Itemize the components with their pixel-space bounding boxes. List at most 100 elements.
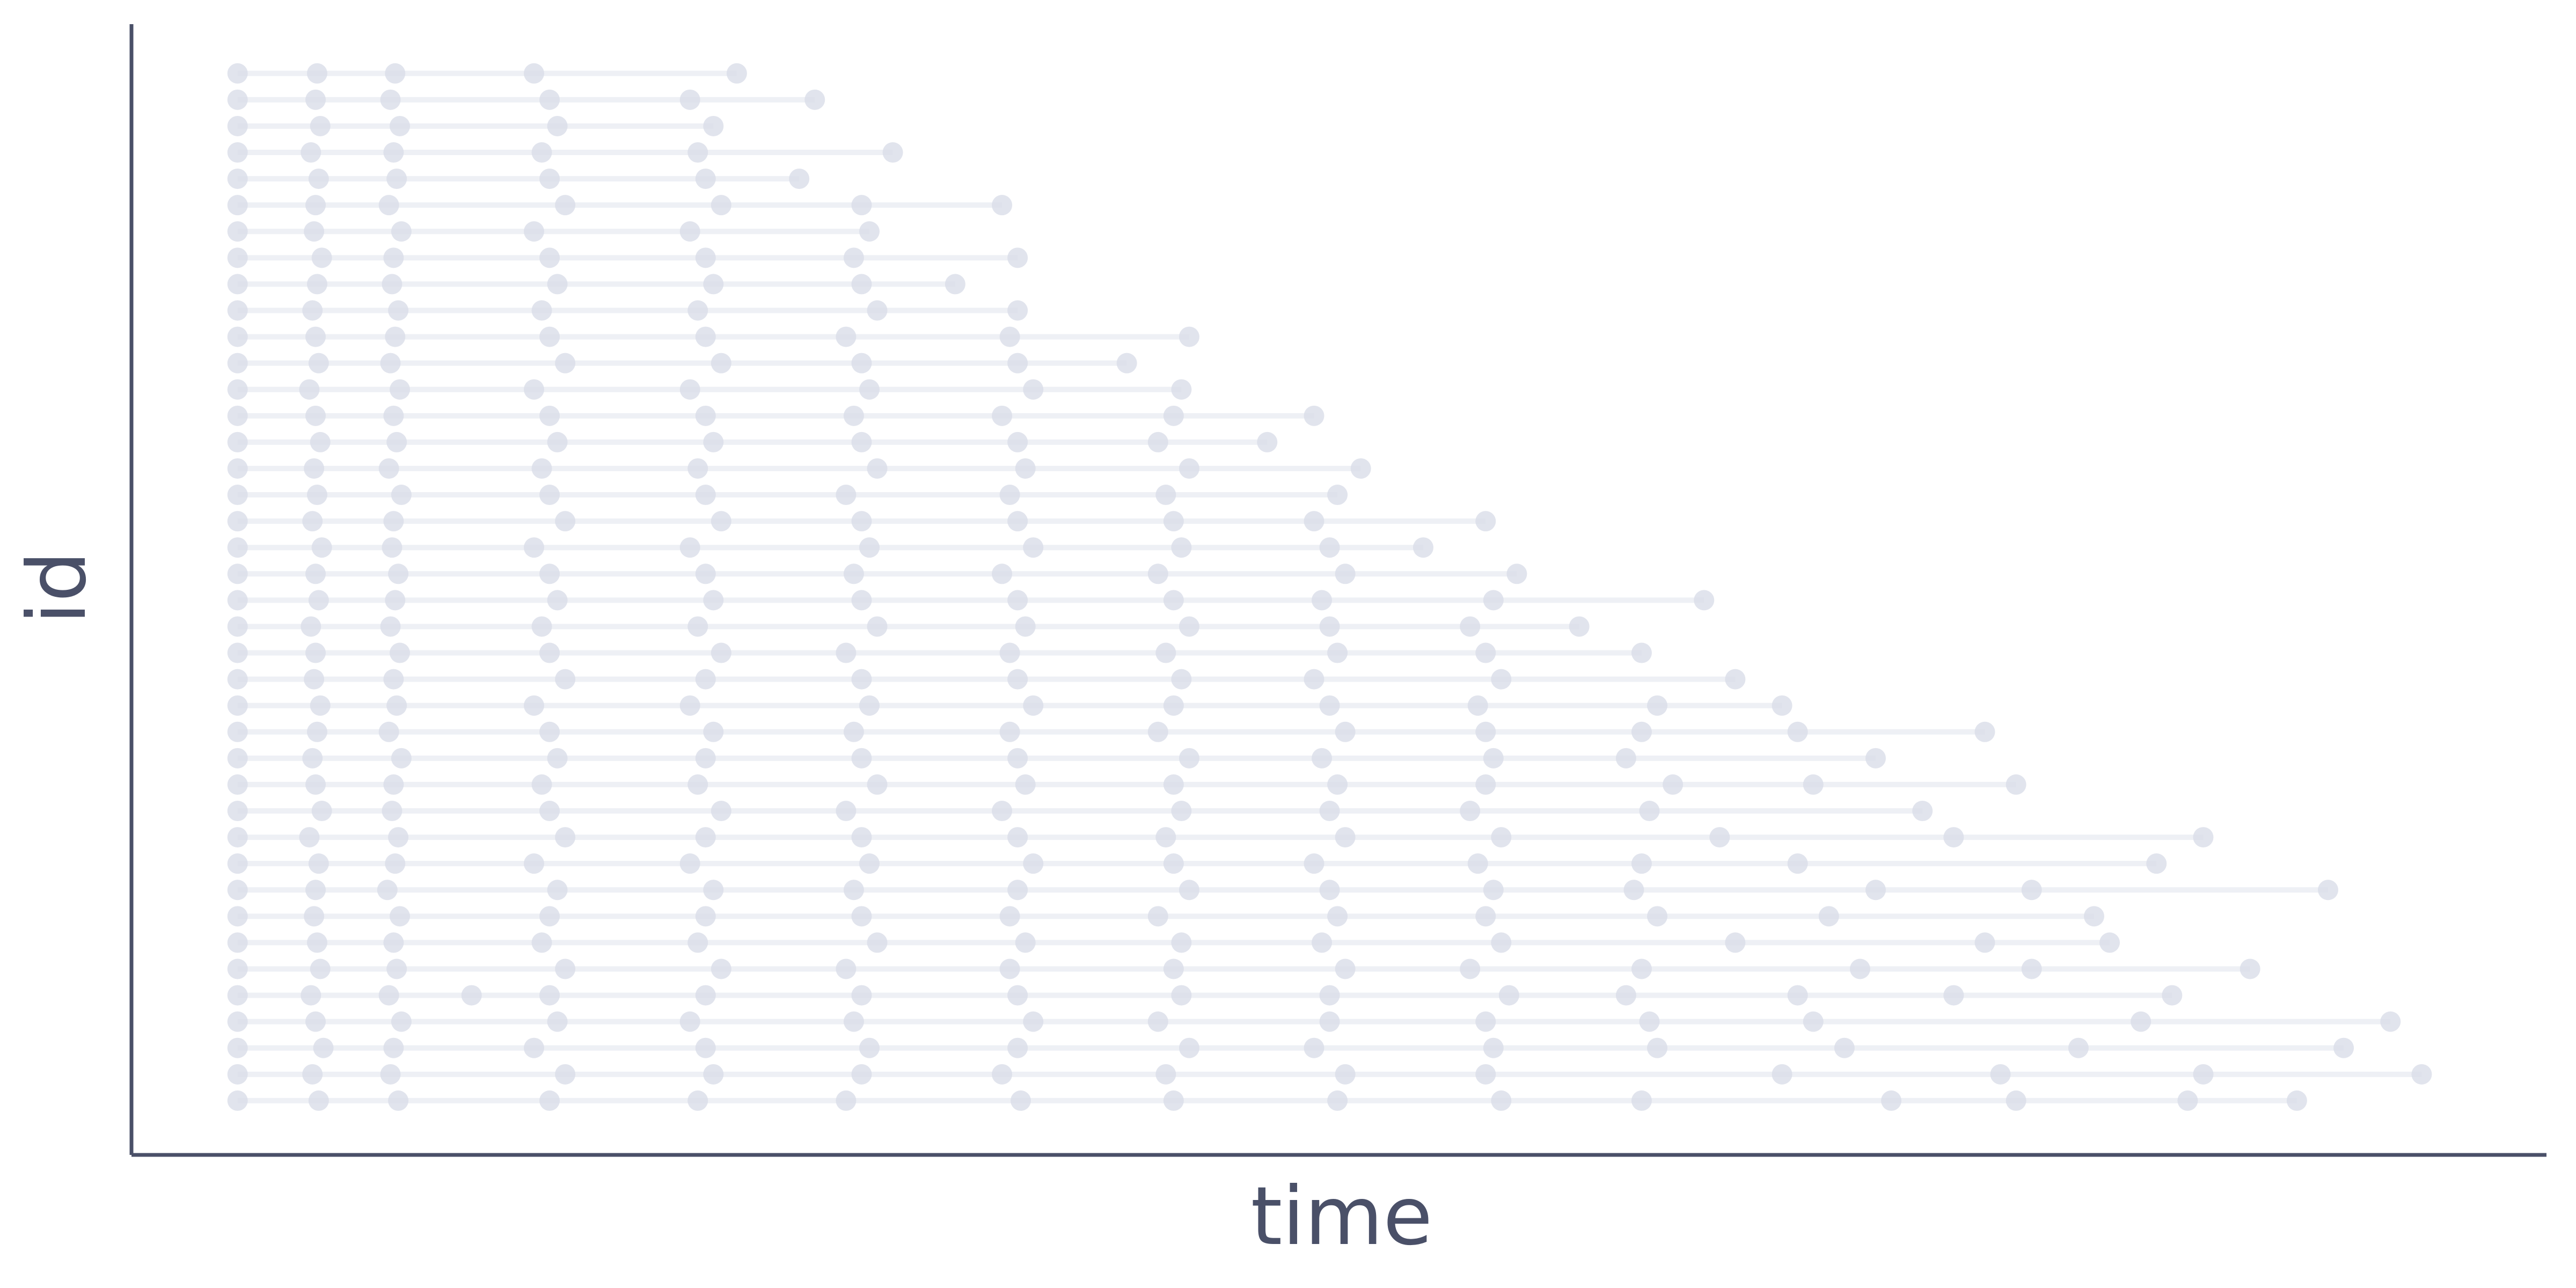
event-point xyxy=(851,985,872,1006)
event-point xyxy=(305,1011,326,1032)
event-point xyxy=(377,880,398,901)
event-point xyxy=(843,247,864,268)
event-point xyxy=(1163,405,1184,426)
event-point xyxy=(304,906,325,927)
event-point xyxy=(687,142,708,163)
event-point xyxy=(2006,774,2026,795)
event-point xyxy=(1007,748,1028,769)
event-point xyxy=(1179,880,1199,901)
event-point xyxy=(227,115,248,136)
event-point xyxy=(547,1011,568,1032)
event-point xyxy=(1818,906,1839,927)
event-point xyxy=(1319,801,1340,822)
event-point xyxy=(851,431,872,452)
event-point xyxy=(1015,616,1036,637)
points xyxy=(227,63,2432,1111)
event-point xyxy=(1163,958,1184,979)
event-point xyxy=(1312,590,1333,611)
event-point xyxy=(305,642,326,663)
event-point xyxy=(867,932,888,953)
event-point xyxy=(1312,932,1333,953)
event-point xyxy=(1257,431,1278,452)
event-point xyxy=(1304,511,1324,532)
event-point xyxy=(1327,774,1348,795)
event-point xyxy=(301,985,321,1006)
event-point xyxy=(227,485,248,506)
event-point xyxy=(227,405,248,426)
event-point xyxy=(386,958,407,979)
event-point xyxy=(1319,880,1340,901)
event-point xyxy=(1147,564,1168,584)
event-point xyxy=(1772,1064,1792,1085)
event-point xyxy=(1116,353,1137,374)
event-point xyxy=(711,353,731,374)
event-point xyxy=(867,774,888,795)
event-point xyxy=(385,326,406,347)
event-point xyxy=(992,195,1013,216)
event-point xyxy=(380,1064,401,1085)
event-point xyxy=(1787,853,1808,874)
event-point xyxy=(555,195,576,216)
event-point xyxy=(1015,774,1036,795)
event-point xyxy=(383,1037,404,1058)
event-point xyxy=(1335,827,1356,848)
event-point xyxy=(1943,827,1964,848)
event-point xyxy=(383,142,404,163)
event-point xyxy=(390,115,410,136)
event-point xyxy=(695,169,716,189)
event-point xyxy=(539,485,560,506)
event-point xyxy=(227,169,248,189)
event-point xyxy=(1319,537,1340,558)
event-point xyxy=(2177,1090,2198,1111)
event-point xyxy=(1725,932,1746,953)
event-point xyxy=(851,590,872,611)
event-point xyxy=(1171,379,1192,400)
event-point xyxy=(547,431,568,452)
event-point xyxy=(2099,932,2120,953)
event-point xyxy=(1460,958,1481,979)
event-point xyxy=(711,801,731,822)
event-point xyxy=(227,274,248,295)
event-point xyxy=(1974,721,1995,742)
event-point xyxy=(2318,880,2339,901)
event-point xyxy=(390,379,410,400)
event-point xyxy=(310,431,331,452)
event-point xyxy=(999,326,1020,347)
event-point xyxy=(992,1064,1013,1085)
event-point xyxy=(1007,353,1028,374)
event-point xyxy=(227,221,248,242)
event-point xyxy=(679,1011,700,1032)
event-point xyxy=(1647,695,1668,716)
event-point xyxy=(1865,748,1886,769)
event-point xyxy=(695,985,716,1006)
event-point xyxy=(539,247,560,268)
event-point xyxy=(1631,642,1652,663)
event-point xyxy=(227,1011,248,1032)
event-point xyxy=(382,274,402,295)
event-point xyxy=(1483,880,1504,901)
event-point xyxy=(385,590,406,611)
event-point xyxy=(687,300,708,321)
event-point xyxy=(302,748,323,769)
event-point xyxy=(1007,431,1028,452)
event-point xyxy=(1335,958,1356,979)
event-point xyxy=(1163,511,1184,532)
event-point xyxy=(227,801,248,822)
event-point xyxy=(299,379,320,400)
event-point xyxy=(1483,1037,1504,1058)
event-point xyxy=(227,695,248,716)
event-point xyxy=(851,195,872,216)
event-point xyxy=(679,221,700,242)
event-point xyxy=(1849,958,1870,979)
event-point xyxy=(305,774,326,795)
event-point xyxy=(695,827,716,848)
event-point xyxy=(524,695,544,716)
event-point xyxy=(703,721,724,742)
event-point xyxy=(227,63,248,84)
event-point xyxy=(305,405,326,426)
event-point xyxy=(227,958,248,979)
event-point xyxy=(1023,695,1044,716)
event-point xyxy=(308,1090,329,1111)
event-point xyxy=(1974,932,1995,953)
event-point xyxy=(1460,616,1481,637)
